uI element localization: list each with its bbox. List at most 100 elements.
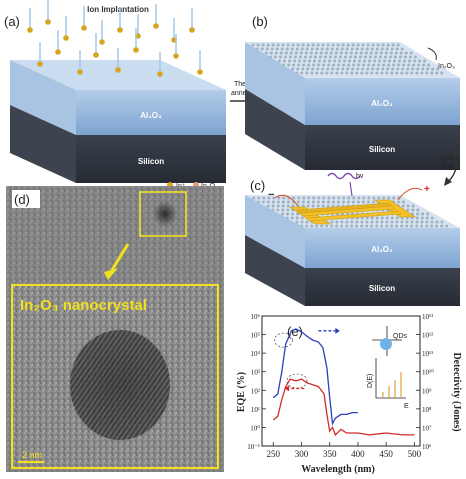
ide-line2: IDE — [442, 164, 454, 171]
qd-dot — [355, 220, 359, 224]
qd-dot — [400, 220, 404, 224]
qd-dot — [385, 47, 389, 51]
qd-dot — [287, 63, 291, 67]
qd-dot — [336, 43, 340, 47]
qd-dot — [332, 63, 336, 67]
y-left-tick-label: 10¹ — [251, 406, 260, 414]
qd-dot — [315, 47, 319, 51]
qd-dot — [332, 196, 336, 200]
qd-dot — [293, 59, 297, 63]
qd-dot — [335, 47, 339, 51]
qd-dot — [286, 200, 290, 204]
qd-dot — [275, 47, 279, 51]
qd-dot — [335, 220, 339, 224]
panel-b: (b) Al₂O₃ Silicon In₂O₃ — [245, 14, 460, 170]
qd-dot — [351, 43, 355, 47]
qd-dot — [262, 196, 266, 200]
ion-dot — [27, 27, 33, 33]
qd-dot — [309, 51, 313, 55]
qd-dot — [366, 200, 370, 204]
qd-dot — [440, 224, 444, 228]
qd-dot — [370, 224, 374, 228]
qd-dot — [350, 71, 354, 75]
qd-dot — [342, 63, 346, 67]
qd-dot — [326, 204, 330, 208]
ion-dot — [117, 27, 123, 33]
qd-dot — [340, 220, 344, 224]
qd-dot — [380, 47, 384, 51]
qd-dot — [435, 220, 439, 224]
qd-dot — [360, 71, 364, 75]
qd-dot — [301, 43, 305, 47]
qd-dot — [416, 212, 420, 216]
qd-dot — [276, 204, 280, 208]
ide-arrow-shaft — [447, 149, 457, 183]
qd-dot — [321, 43, 325, 47]
qd-dot — [325, 47, 329, 51]
silicon-side-b — [245, 89, 305, 170]
qd-dot — [318, 59, 322, 63]
qd-dot — [326, 67, 330, 71]
qd-dot — [426, 67, 430, 71]
qd-dot — [340, 47, 344, 51]
qd-dot — [283, 59, 287, 63]
panel-a-title: Ion Implantation — [87, 5, 149, 14]
qd-dot — [363, 55, 367, 59]
alumina-label-a: Al₂O₃ — [140, 111, 162, 120]
qd-dot — [306, 67, 310, 71]
qd-dot — [415, 220, 419, 224]
qd-dot — [305, 224, 309, 228]
silicon-label-a: Silicon — [138, 157, 164, 166]
qd-dot — [281, 43, 285, 47]
panel-e-label: (e) — [287, 324, 303, 339]
ide-arrow-head — [444, 177, 452, 186]
qd-dot — [417, 63, 421, 67]
qd-dot — [321, 204, 325, 208]
qd-dot — [400, 47, 404, 51]
qd-dot — [270, 47, 274, 51]
qd-dot — [280, 47, 284, 51]
wire-plus — [397, 187, 423, 201]
qd-dot — [405, 224, 409, 228]
qd-dot — [421, 67, 425, 71]
panel-c-label: (c) — [250, 178, 265, 193]
ion-dot — [77, 69, 83, 75]
qd-dot — [353, 55, 357, 59]
qd-dot — [296, 43, 300, 47]
qd-dot — [362, 196, 366, 200]
qd-dot — [350, 220, 354, 224]
ion-beams — [27, 0, 203, 77]
qd-dot — [347, 196, 351, 200]
y-right-tick-label: 10⁸ — [422, 406, 432, 414]
qd-dot — [342, 196, 346, 200]
qd-dot — [390, 71, 394, 75]
silicon-layer-a — [76, 135, 226, 183]
zoom-region-box — [139, 191, 187, 237]
qd-dot — [375, 47, 379, 51]
qd-dot — [288, 55, 292, 59]
qd-dot — [391, 43, 395, 47]
qd-dot — [365, 216, 369, 220]
qd-dot — [286, 208, 290, 212]
qd-dot — [304, 51, 308, 55]
panel-a: (a) Ion Implantation Al₂O₃ Silicon In⁺ I… — [4, 0, 226, 190]
qd-dot — [357, 63, 361, 67]
qd-dot — [343, 59, 347, 63]
qd-dot — [380, 71, 384, 75]
qd-dot — [369, 51, 373, 55]
qd-dot — [345, 220, 349, 224]
qd-dot — [311, 67, 315, 71]
panel-d: (d) In₂O₃ nanocrystal 2 nm — [6, 186, 224, 472]
qd-dot — [406, 208, 410, 212]
qd-dot — [347, 63, 351, 67]
qd-dot — [395, 224, 399, 228]
qd-dot — [290, 47, 294, 51]
qd-dot — [413, 55, 417, 59]
qd-dot — [267, 196, 271, 200]
qd-dot — [398, 59, 402, 63]
qd-dot — [335, 224, 339, 228]
qd-dot — [353, 59, 357, 63]
qd-dot — [271, 200, 275, 204]
series-line-left — [272, 378, 415, 437]
qd-dots-b — [251, 43, 444, 75]
